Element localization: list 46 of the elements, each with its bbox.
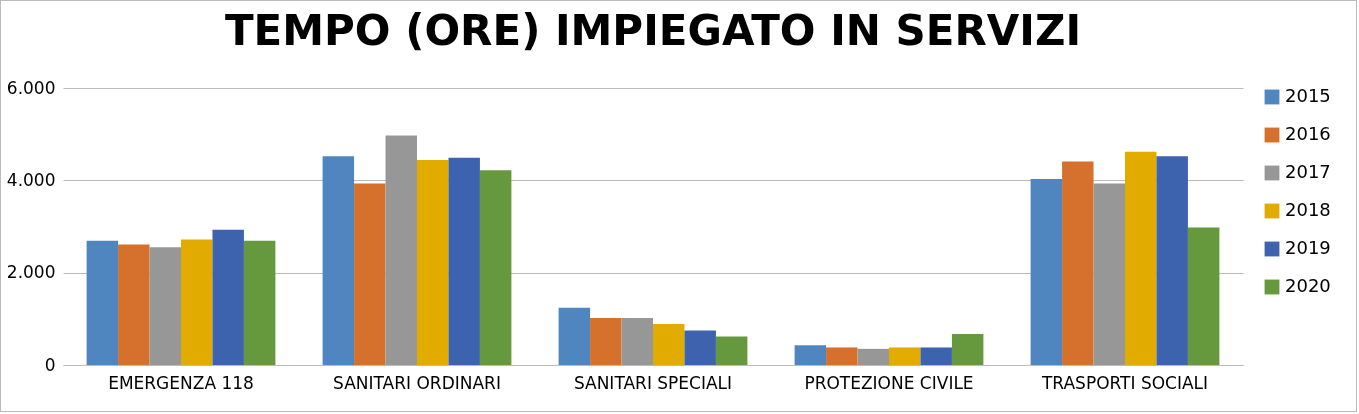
legend-label: 2016 (1285, 123, 1331, 144)
y-tick-label: 2.000 (6, 262, 56, 283)
legend-label: 2018 (1285, 199, 1331, 220)
bar (951, 334, 984, 365)
bar (826, 347, 858, 365)
y-tick-label: 6.000 (6, 77, 56, 98)
x-tick-label: SANITARI SPECIALI (573, 372, 733, 393)
bar (417, 160, 449, 365)
bar (322, 156, 355, 365)
bar (448, 157, 480, 365)
legend-label: 2017 (1285, 161, 1331, 182)
bar (212, 229, 244, 365)
bar (653, 323, 685, 365)
bar (684, 330, 716, 365)
bar (621, 317, 653, 365)
bar (86, 240, 119, 365)
x-tick-label: EMERGENZA 118 (108, 372, 254, 393)
bar (590, 317, 622, 365)
y-tick-label: 0 (44, 354, 56, 375)
bar (715, 336, 748, 365)
bar (1062, 161, 1094, 365)
x-tick-label: TRASPORTI SOCIALI (1040, 372, 1209, 393)
legend-label: 2015 (1285, 85, 1331, 106)
bar (920, 347, 952, 365)
legend-label: 2020 (1285, 275, 1331, 296)
bar (558, 307, 591, 365)
bar (857, 348, 889, 365)
chart-title: TEMPO (ORE) IMPIEGATO IN SERVIZI (224, 6, 1082, 55)
bar (354, 183, 386, 365)
bar (149, 247, 181, 365)
x-tick-label: SANITARI ORDINARI (333, 372, 501, 393)
x-tick-label: PROTEZIONE CIVILE (804, 372, 974, 393)
bar (181, 239, 213, 365)
bar (385, 135, 417, 365)
y-tick-label: 4.000 (6, 169, 56, 190)
bar (794, 345, 827, 365)
bar (1156, 156, 1188, 365)
bar (1125, 151, 1157, 365)
bar (1030, 178, 1063, 365)
bar (889, 347, 921, 365)
bar (1187, 227, 1220, 365)
bar (243, 240, 276, 365)
bar (118, 244, 150, 365)
bar (1093, 183, 1125, 365)
legend-label: 2019 (1285, 237, 1331, 258)
bar (479, 170, 512, 365)
